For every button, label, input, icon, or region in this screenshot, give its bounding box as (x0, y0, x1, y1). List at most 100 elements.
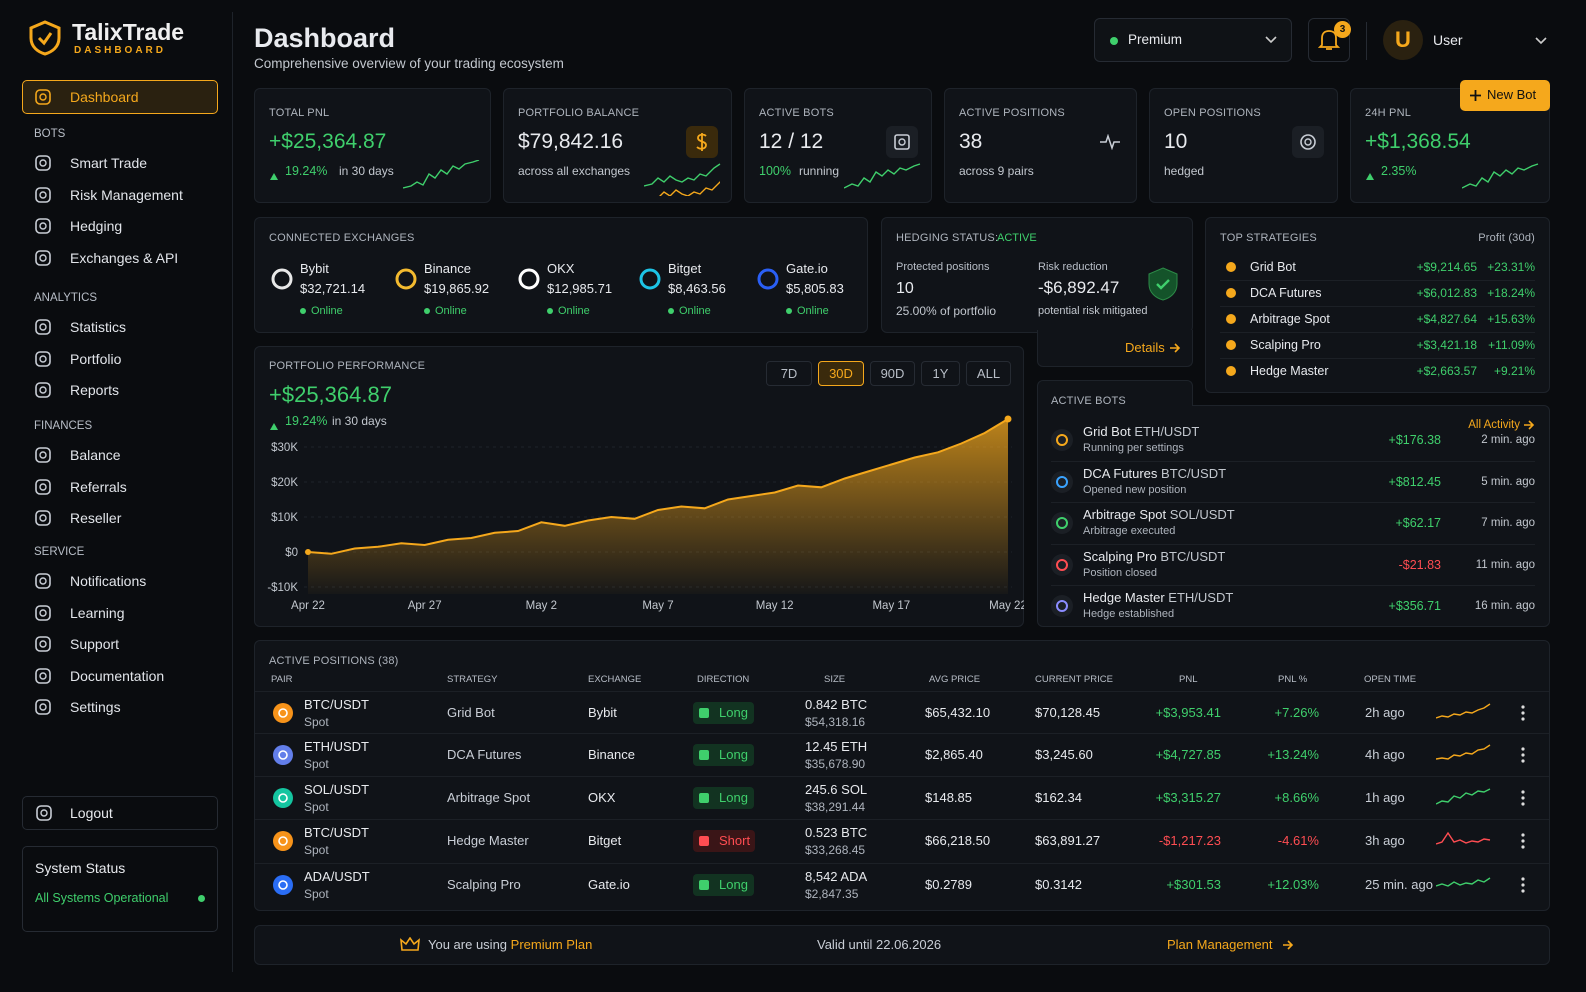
row-menu[interactable] (1520, 747, 1526, 763)
period-button[interactable] (870, 361, 915, 386)
nav-item[interactable]: Portfolio (70, 350, 122, 367)
exchange-logo (757, 268, 779, 290)
stat-label: ACTIVE POSITIONS (959, 107, 1065, 119)
nav-item[interactable]: Learning (70, 604, 125, 621)
end-point (1004, 415, 1012, 423)
nav-item[interactable]: Risk Management (70, 186, 183, 203)
nav-item[interactable]: Reports (70, 382, 120, 399)
period-button[interactable] (818, 361, 864, 386)
bot-time: 5 min. ago (1481, 475, 1535, 488)
icon (35, 382, 51, 398)
y-tick-label: $10K (271, 512, 298, 524)
sparkline (1436, 877, 1491, 887)
performance-change: 19.24% (285, 414, 328, 428)
row-menu[interactable] (1520, 877, 1526, 893)
pnl-pct: +8.66% (1274, 790, 1319, 805)
row-menu[interactable] (1520, 705, 1526, 721)
bot-time: 11 min. ago (1475, 558, 1535, 571)
y-tick-label: $30K (271, 442, 298, 454)
period-button[interactable] (921, 361, 960, 386)
row-divider (1051, 502, 1535, 503)
exchange-name: Gate.io (786, 261, 828, 276)
exchange: Bybit (588, 705, 617, 720)
metric-note: 25.00% of portfolio (896, 304, 997, 318)
x-tick-label: May 12 (756, 600, 794, 612)
strategy-name: Scalping Pro (1250, 338, 1321, 352)
row-menu[interactable] (1520, 790, 1526, 806)
performance-note: in 30 days (332, 414, 387, 428)
icon (1300, 134, 1316, 150)
logout-button[interactable] (22, 796, 218, 830)
strategy-pct: +11.09% (1488, 338, 1535, 352)
bot-name: Hedge Master (1083, 590, 1165, 605)
column-header: EXCHANGE (588, 674, 642, 685)
bot-title: Grid Bot ETH/USDT (1083, 423, 1199, 441)
avatar[interactable] (1383, 20, 1423, 60)
notification-button[interactable] (1308, 18, 1350, 62)
online-dot (424, 308, 430, 314)
pair-type: Spot (304, 757, 329, 771)
nav-section-title: SERVICE (34, 546, 85, 558)
nav-item[interactable]: Exchanges & API (70, 249, 179, 266)
nav-item[interactable]: Settings (70, 699, 121, 716)
plan-footer (254, 925, 1550, 965)
icon (35, 510, 51, 526)
nav-item[interactable]: Balance (70, 447, 121, 463)
nav-item[interactable]: Notifications (70, 573, 147, 589)
nav-item[interactable]: Smart Trade (70, 155, 148, 171)
status-dot (198, 895, 205, 902)
nav-item[interactable]: Statistics (70, 319, 127, 335)
x-tick-label: May 17 (872, 600, 910, 612)
period-button[interactable] (766, 361, 812, 386)
row-divider (1051, 585, 1535, 586)
stat-value: 10 (1164, 130, 1188, 153)
exchange-balance: $5,805.83 (786, 281, 844, 296)
coin-icon (273, 788, 293, 808)
plan-dropdown[interactable] (1094, 18, 1292, 62)
avatar-letter: U (1395, 27, 1411, 52)
exchange-status: Online (558, 305, 590, 317)
exchange: OKX (588, 790, 616, 805)
row-divider (1220, 306, 1535, 307)
row-menu[interactable] (1520, 833, 1526, 849)
bot-profit: +$356.71 (1388, 599, 1441, 613)
exchange-name: Bitget (668, 261, 702, 276)
nav-label: Dashboard (70, 89, 139, 105)
nav-item[interactable]: Hedging (70, 218, 123, 235)
nav-item[interactable]: Reseller (70, 510, 122, 527)
avg-price: $66,218.50 (925, 833, 991, 848)
details-link[interactable]: Details (1125, 340, 1165, 355)
period-label: ALL (976, 366, 1001, 381)
icon (35, 89, 51, 105)
nav-item[interactable]: Documentation (70, 667, 165, 684)
positions-card (254, 640, 1550, 911)
nav-item[interactable]: Referrals (70, 478, 127, 495)
stat-icon-box (886, 126, 918, 158)
all-activity-link[interactable]: All Activity (1468, 419, 1520, 431)
bot-time: 2 min. ago (1481, 434, 1535, 446)
bot-title: Arbitrage Spot SOL/USDT (1083, 506, 1235, 524)
nav-item-active[interactable] (22, 80, 218, 114)
performance-chart: -$10K $0 $10K $20K $30K Apr 22 Apr 27 May 2 May … (267, 415, 1024, 612)
strategy: Scalping Pro (447, 877, 521, 892)
nav-item[interactable]: Support (70, 636, 120, 653)
direction-badge (693, 744, 754, 766)
plan-management-link[interactable]: Plan Management (1167, 937, 1273, 952)
row-divider (1220, 332, 1535, 333)
period-button[interactable] (966, 361, 1011, 386)
stat-value: +$1,368.54 (1365, 130, 1471, 153)
up-arrow (270, 417, 284, 435)
avg-price: $65,432.10 (925, 705, 991, 720)
stat-card (254, 88, 491, 203)
row-divider (255, 776, 1549, 777)
x-tick-label: Apr 27 (408, 600, 442, 612)
y-tick-label: -$10K (267, 582, 298, 594)
open-time: 25 min. ago (1365, 877, 1433, 892)
bots-tab-cover (1038, 402, 1192, 408)
stat-change: 2.35% (1381, 164, 1417, 178)
row-divider (1051, 460, 1535, 462)
plan-name[interactable]: Premium Plan (510, 937, 593, 952)
system-status-box (22, 846, 218, 932)
card-title: TOP STRATEGIES (1220, 232, 1317, 244)
y-tick-label: $20K (271, 477, 298, 489)
